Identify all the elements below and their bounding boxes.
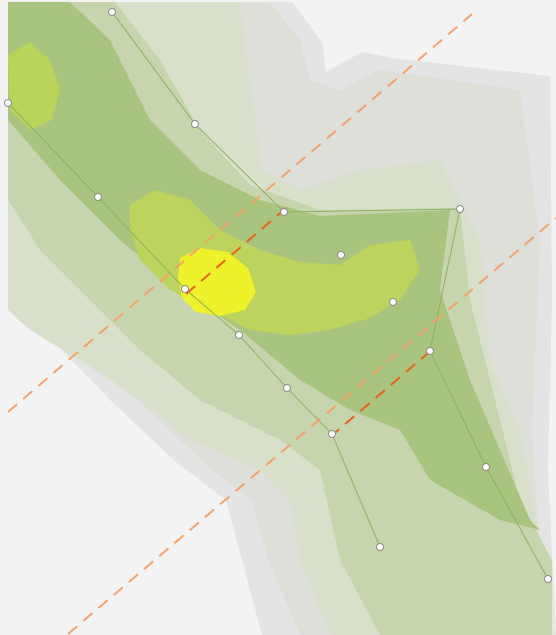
vertex-handle[interactable] [94, 193, 102, 201]
vertex-handle[interactable] [456, 205, 464, 213]
vertex-handle[interactable] [4, 99, 12, 107]
vertex-handle[interactable] [337, 251, 345, 259]
vertex-handle[interactable] [108, 8, 116, 16]
vertex-handle[interactable] [191, 120, 199, 128]
vertex-handles[interactable] [4, 8, 552, 583]
vertex-handle[interactable] [328, 430, 336, 438]
vertex-handle[interactable] [426, 347, 434, 355]
vertex-handle[interactable] [544, 575, 552, 583]
vertex-handle[interactable] [283, 384, 291, 392]
vertex-handle[interactable] [181, 285, 189, 293]
vertex-handle[interactable] [482, 463, 490, 471]
vertex-handle[interactable] [376, 543, 384, 551]
vertex-handle[interactable] [280, 208, 288, 216]
vertex-handle[interactable] [235, 331, 243, 339]
vertex-handle[interactable] [389, 298, 397, 306]
